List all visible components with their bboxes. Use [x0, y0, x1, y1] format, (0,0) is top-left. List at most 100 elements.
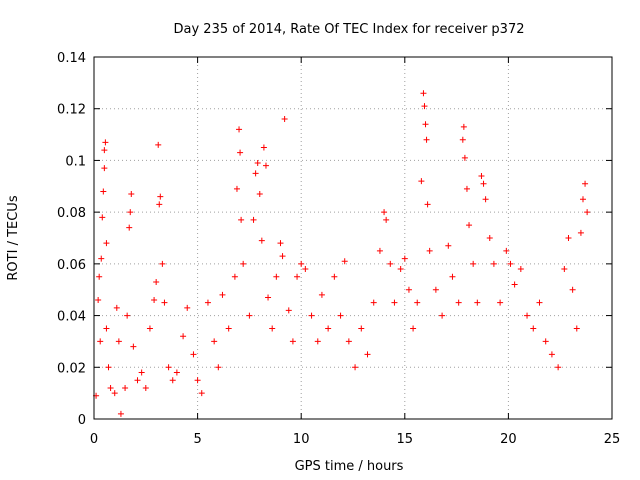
- data-point: [111, 390, 118, 397]
- data-point: [165, 364, 172, 371]
- x-tick-label: 10: [293, 432, 310, 447]
- x-axis-label: GPS time / hours: [295, 459, 404, 474]
- data-point: [482, 196, 489, 203]
- data-point: [461, 154, 468, 161]
- tick-marks: [93, 56, 613, 420]
- data-point: [124, 312, 131, 319]
- data-point: [418, 178, 425, 185]
- data-point: [146, 325, 153, 332]
- y-tick-label: 0.08: [57, 206, 86, 221]
- y-tick-label: 0.1: [65, 154, 86, 169]
- data-point: [424, 201, 431, 208]
- data-point: [410, 325, 417, 332]
- plot-frame: [93, 56, 613, 420]
- data-point: [138, 369, 145, 376]
- data-point: [262, 162, 269, 169]
- data-point: [156, 201, 163, 208]
- data-point: [401, 255, 408, 262]
- x-tick-label: 25: [604, 432, 621, 447]
- data-point: [524, 312, 531, 319]
- data-point: [115, 338, 122, 345]
- x-tick-label: 15: [397, 432, 414, 447]
- x-tick-labels: 0 5 10 15 20 25: [90, 432, 620, 447]
- data-point: [246, 312, 253, 319]
- data-point: [561, 266, 568, 273]
- data-point: [387, 260, 394, 267]
- data-point: [215, 364, 222, 371]
- data-point: [184, 304, 191, 311]
- data-point: [530, 325, 537, 332]
- y-tick-label: 0.02: [57, 361, 86, 376]
- data-point: [273, 273, 280, 280]
- data-point: [376, 247, 383, 254]
- data-point: [103, 240, 110, 247]
- data-point: [302, 266, 309, 273]
- data-point: [478, 172, 485, 179]
- data-point: [277, 240, 284, 247]
- data-point: [153, 278, 160, 285]
- data-point: [211, 338, 218, 345]
- data-point: [289, 338, 296, 345]
- data-point: [381, 209, 388, 216]
- data-point: [439, 312, 446, 319]
- data-point: [421, 103, 428, 110]
- data-point: [285, 307, 292, 314]
- data-point: [573, 325, 580, 332]
- data-point: [105, 364, 112, 371]
- data-point: [383, 216, 390, 223]
- data-point: [364, 351, 371, 358]
- data-point: [173, 369, 180, 376]
- x-tick-label: 0: [90, 432, 98, 447]
- data-point: [460, 123, 467, 130]
- data-point: [490, 260, 497, 267]
- data-point: [103, 325, 110, 332]
- data-point: [113, 304, 120, 311]
- data-point: [98, 255, 105, 262]
- data-point: [254, 160, 261, 167]
- data-point: [486, 235, 493, 241]
- data-point: [318, 291, 325, 298]
- data-point: [122, 384, 129, 391]
- data-point: [169, 377, 176, 384]
- data-point: [238, 216, 245, 223]
- data-point: [265, 294, 272, 301]
- data-point: [584, 209, 591, 216]
- grid-layer: [94, 57, 612, 419]
- data-point: [314, 338, 321, 345]
- data-point: [134, 377, 141, 384]
- data-point: [569, 286, 576, 293]
- data-point: [517, 266, 524, 273]
- data-point: [231, 273, 238, 280]
- y-tick-labels: 0 0.02 0.04 0.06 0.08 0.1 0.12 0.14: [57, 51, 86, 428]
- data-point: [352, 364, 359, 371]
- data-point: [565, 235, 572, 241]
- y-tick-label: 0.06: [57, 258, 86, 273]
- data-point: [100, 188, 107, 195]
- data-point: [463, 185, 470, 192]
- y-tick-label: 0.04: [57, 310, 86, 325]
- data-point: [97, 338, 104, 345]
- data-point: [325, 325, 332, 332]
- data-point: [107, 384, 114, 391]
- data-point: [459, 136, 466, 143]
- data-point: [542, 338, 549, 345]
- data-point: [130, 343, 137, 350]
- data-point: [308, 312, 315, 319]
- data-point: [161, 299, 168, 306]
- data-point: [420, 90, 427, 97]
- data-point: [101, 147, 108, 154]
- data-point: [579, 196, 586, 203]
- y-tick-label: 0: [78, 413, 86, 428]
- data-point: [151, 297, 158, 304]
- data-point: [225, 325, 232, 332]
- data-point: [503, 247, 510, 254]
- data-point: [180, 333, 187, 340]
- data-point: [397, 266, 404, 273]
- data-point: [294, 273, 301, 280]
- x-tick-label: 20: [500, 432, 517, 447]
- data-points: [93, 90, 591, 417]
- data-point: [252, 170, 259, 177]
- data-point: [426, 247, 433, 254]
- data-point: [432, 286, 439, 293]
